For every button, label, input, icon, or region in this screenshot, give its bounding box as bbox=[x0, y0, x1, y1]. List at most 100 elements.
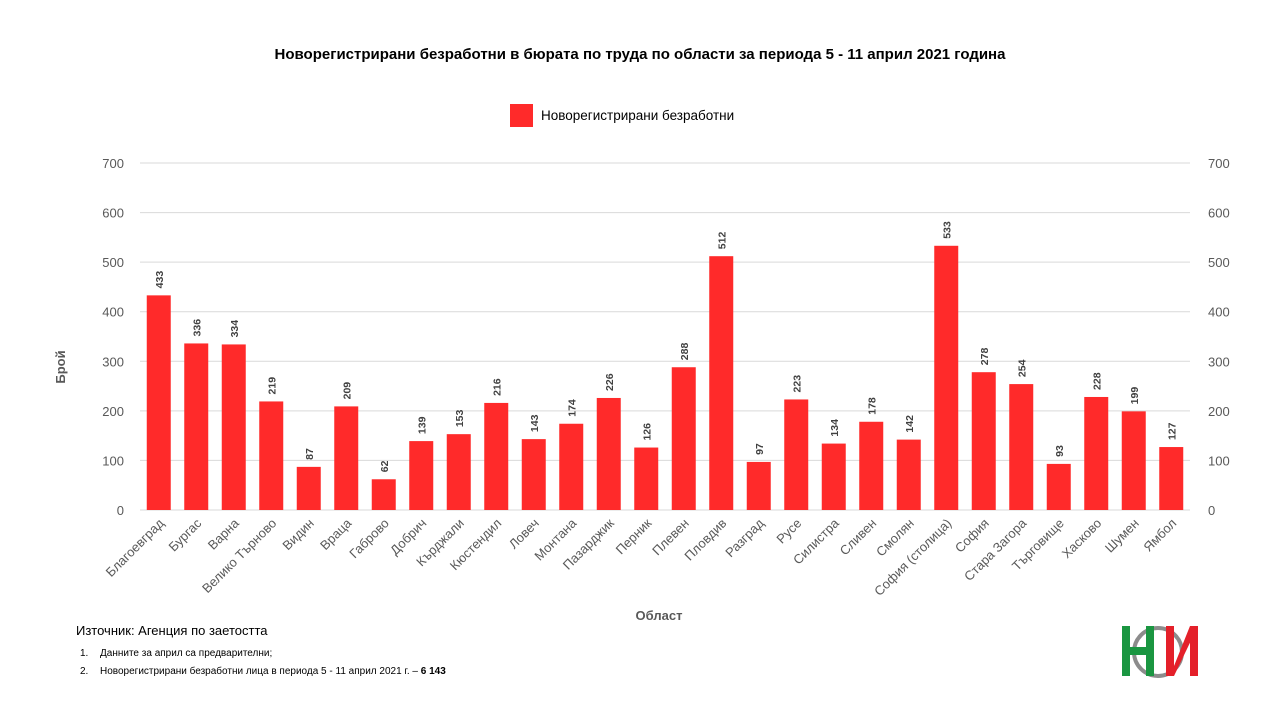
y-tick-label-right: 300 bbox=[1208, 354, 1230, 369]
x-axis-title: Област bbox=[636, 608, 683, 623]
data-label: 288 bbox=[679, 343, 691, 361]
bar bbox=[821, 443, 846, 510]
bar bbox=[559, 423, 584, 510]
legend-label: Новорегистрирани безработни bbox=[541, 107, 735, 123]
x-tick-label: Видин bbox=[279, 516, 316, 553]
footnote-number: 1. bbox=[80, 648, 89, 659]
data-label: 93 bbox=[1054, 445, 1066, 457]
data-labels: 433 336 334 219 87 209 62 139 153 216 143 174 226 126… bbox=[154, 221, 1179, 472]
bar bbox=[296, 466, 321, 510]
y-tick-label: 500 bbox=[102, 255, 124, 270]
data-label: 174 bbox=[566, 399, 578, 417]
bar bbox=[1121, 411, 1146, 510]
y-tick-label: 300 bbox=[102, 354, 124, 369]
data-label: 334 bbox=[229, 320, 241, 338]
bar bbox=[184, 343, 209, 510]
bar bbox=[334, 406, 359, 510]
data-label: 97 bbox=[754, 443, 766, 455]
bar bbox=[146, 295, 171, 510]
data-label: 178 bbox=[866, 397, 878, 415]
data-label: 533 bbox=[941, 221, 953, 239]
y-tick-label-right: 500 bbox=[1208, 255, 1230, 270]
data-label: 223 bbox=[791, 375, 803, 393]
x-tick-label: Перник bbox=[613, 515, 655, 557]
x-tick-label: Ямбол bbox=[1140, 516, 1179, 555]
bar bbox=[409, 441, 434, 510]
footnote-total: 6 143 bbox=[420, 666, 446, 677]
source-note: Източник: Агенция по заетостта bbox=[76, 623, 268, 638]
bar bbox=[859, 421, 884, 510]
bar bbox=[1046, 463, 1071, 510]
x-tick-label: Ловеч bbox=[506, 516, 542, 552]
y-tick-label-right: 400 bbox=[1208, 305, 1230, 320]
data-label: 219 bbox=[266, 377, 278, 395]
x-tick-label: Сливен bbox=[837, 516, 880, 559]
data-label: 278 bbox=[979, 348, 991, 366]
data-label: 226 bbox=[604, 373, 616, 391]
data-label: 87 bbox=[304, 448, 316, 460]
data-label: 126 bbox=[641, 423, 653, 441]
bar bbox=[371, 479, 396, 510]
bar bbox=[971, 372, 996, 510]
footnote-number: 2. bbox=[80, 666, 89, 677]
data-label: 512 bbox=[716, 232, 728, 250]
footnote-item: 1. Данните за април са предварителни; bbox=[80, 645, 446, 663]
legend-swatch bbox=[510, 103, 533, 127]
x-tick-label: Габрово bbox=[346, 516, 392, 562]
y-tick-label-right: 600 bbox=[1208, 206, 1230, 221]
y-axis-title: Брой bbox=[53, 350, 68, 383]
y-axis-right: 0 100 200 300 400 500 600 700 bbox=[1208, 156, 1230, 518]
data-label: 336 bbox=[191, 319, 203, 337]
data-label: 134 bbox=[829, 419, 841, 437]
bar bbox=[746, 461, 771, 510]
data-label: 143 bbox=[529, 414, 541, 432]
bar bbox=[671, 367, 696, 510]
y-tick-label: 200 bbox=[102, 404, 124, 419]
chart-title: Новорегистрирани безработни в бюрата по … bbox=[274, 46, 1006, 63]
y-tick-label-right: 0 bbox=[1208, 503, 1215, 518]
x-tick-label: Русе bbox=[773, 516, 804, 547]
x-tick-label: Пловдив bbox=[681, 515, 729, 563]
bar bbox=[1009, 384, 1034, 510]
data-label: 228 bbox=[1091, 372, 1103, 390]
data-label: 216 bbox=[491, 378, 503, 396]
bar bbox=[521, 439, 546, 510]
bar bbox=[1159, 447, 1184, 510]
data-label: 142 bbox=[904, 415, 916, 433]
y-tick-label-right: 200 bbox=[1208, 404, 1230, 419]
data-label: 254 bbox=[1016, 359, 1028, 377]
bar bbox=[484, 402, 509, 510]
y-tick-label: 100 bbox=[102, 453, 124, 468]
footnote-item: 2. Новорегистрирани безработни лица в пер… bbox=[80, 663, 446, 681]
x-tick-label: Хасково bbox=[1059, 516, 1105, 562]
data-label: 127 bbox=[1166, 422, 1178, 440]
bar bbox=[784, 399, 809, 510]
y-tick-label-right: 700 bbox=[1208, 156, 1230, 171]
y-axis-left: 0 100 200 300 400 500 600 700 bbox=[102, 156, 124, 518]
bar bbox=[634, 447, 659, 510]
bar bbox=[1084, 396, 1109, 510]
bar bbox=[596, 397, 621, 510]
footnote-text: Данните за април са предварителни; bbox=[100, 648, 273, 659]
footnote-text: Новорегистрирани безработни лица в перио… bbox=[100, 666, 421, 677]
data-label: 153 bbox=[454, 409, 466, 427]
bar bbox=[934, 245, 959, 510]
data-label: 209 bbox=[341, 382, 353, 400]
data-label: 62 bbox=[379, 460, 391, 472]
footnotes: 1. Данните за април са предварителни; 2. Н… bbox=[80, 645, 446, 681]
bar bbox=[259, 401, 284, 510]
bar bbox=[446, 434, 471, 510]
x-tick-label: Разград bbox=[722, 515, 767, 560]
y-tick-label: 400 bbox=[102, 305, 124, 320]
bars bbox=[146, 245, 1184, 510]
data-label: 433 bbox=[154, 271, 166, 289]
legend: Новорегистрирани безработни bbox=[510, 103, 734, 127]
data-label: 139 bbox=[416, 416, 428, 434]
bar bbox=[896, 439, 921, 510]
x-tick-label: Шумен bbox=[1102, 516, 1142, 556]
bar bbox=[709, 256, 734, 510]
x-tick-label: Благоевград bbox=[103, 515, 168, 580]
nsi-logo-icon bbox=[1122, 626, 1198, 678]
